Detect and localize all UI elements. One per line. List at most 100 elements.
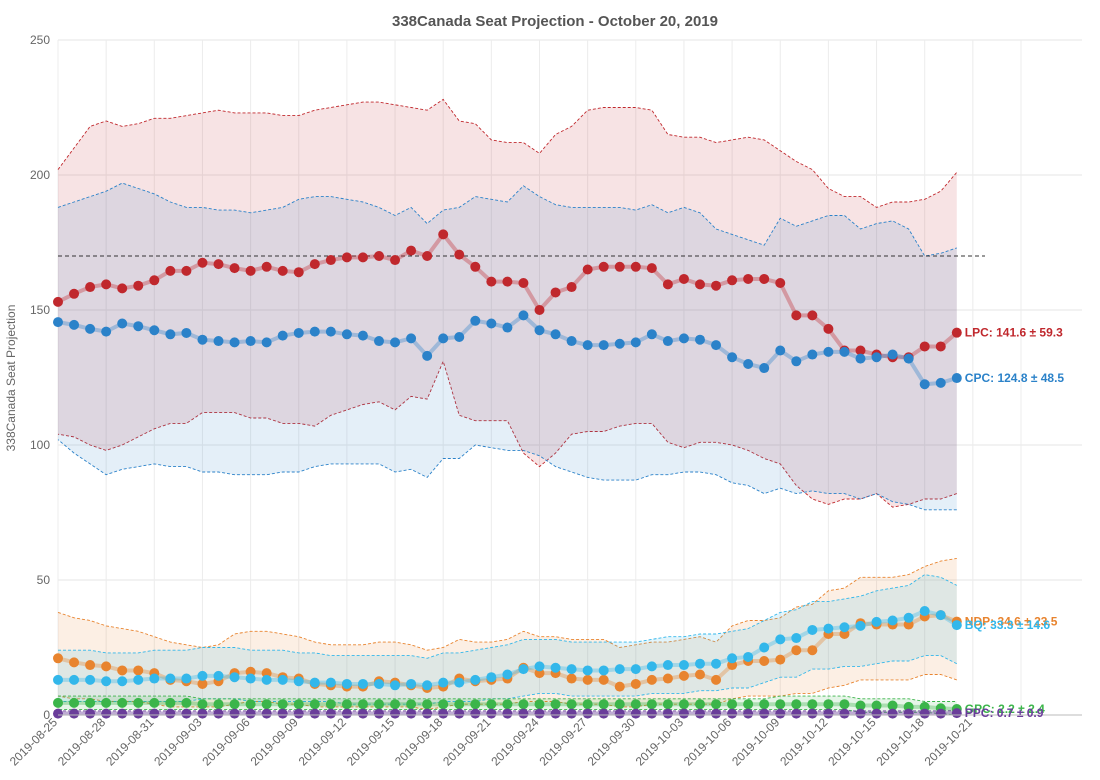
point-ppc (887, 708, 898, 719)
point-ppc (181, 708, 192, 719)
point-gpc (53, 697, 63, 708)
point-cpc (630, 337, 641, 348)
point-ppc (630, 708, 641, 719)
point-gpc (390, 699, 401, 710)
point-ppc (823, 708, 834, 719)
point-lpc (357, 252, 368, 263)
series-end-labels: LPC: 141.6 ± 59.3 CPC: 124.8 ± 48.5 NDP: 3… (965, 326, 1065, 720)
point-lpc (149, 275, 160, 286)
point-lpc (325, 255, 336, 266)
point-cpc (245, 336, 256, 347)
point-cpc (261, 337, 272, 348)
point-lpc (277, 265, 288, 276)
point-lpc (759, 273, 770, 284)
point-gpc (807, 699, 818, 710)
point-cpc (53, 317, 63, 328)
point-gpc (261, 699, 272, 710)
point-gpc (133, 697, 144, 708)
point-ppc (165, 708, 176, 719)
point-ppc (518, 708, 529, 719)
point-cpc (855, 353, 866, 364)
point-gpc (534, 699, 545, 710)
point-ppc (614, 708, 625, 719)
point-bq (662, 660, 673, 671)
point-lpc (855, 345, 866, 356)
point-gpc (711, 699, 722, 710)
point-bq (759, 642, 770, 653)
point-ndp (117, 665, 128, 676)
point-bq (422, 680, 433, 691)
point-ppc (149, 708, 160, 719)
point-cpc (807, 349, 818, 360)
point-ppc (53, 708, 63, 719)
point-lpc (53, 296, 63, 307)
point-gpc (598, 699, 609, 710)
point-cpc (69, 319, 80, 330)
point-lpc (390, 255, 401, 266)
point-ppc (534, 708, 545, 719)
x-tick-label: 2019-10-09 (729, 715, 783, 769)
point-cpc (149, 325, 160, 336)
point-ndp (759, 656, 770, 666)
x-tick-label: 2019-10-18 (874, 715, 928, 769)
y-tick-label: 50 (37, 573, 51, 587)
point-lpc (486, 276, 497, 287)
point-bq (727, 653, 738, 664)
point-ppc (69, 708, 80, 719)
point-ndp (133, 665, 144, 676)
point-gpc (743, 699, 754, 710)
point-cpc (550, 329, 561, 340)
point-bq (117, 676, 128, 687)
point-lpc (438, 229, 449, 240)
point-lpc (470, 261, 481, 272)
point-bq (197, 670, 208, 681)
point-gpc (149, 697, 160, 708)
point-ndp (566, 673, 577, 684)
point-lpc (630, 261, 641, 272)
point-gpc (341, 699, 352, 710)
x-tick-label: 2019-09-09 (248, 715, 302, 769)
point-bq (678, 660, 689, 671)
point-gpc (566, 699, 577, 710)
point-lpc (422, 251, 433, 261)
point-cpc (85, 323, 96, 334)
point-gpc (165, 697, 176, 708)
point-bq (646, 661, 657, 672)
point-gpc (69, 697, 80, 708)
point-lpc (711, 280, 722, 291)
point-ppc (374, 708, 384, 719)
point-gpc (775, 699, 786, 710)
band-upper-lpc (57, 98, 958, 208)
x-tick-label: 2019-08-28 (55, 715, 109, 769)
band-upper-cpc (57, 182, 957, 257)
point-gpc (518, 699, 529, 710)
band-lpc (58, 99, 957, 508)
point-cpc (454, 332, 465, 342)
point-gpc (823, 699, 834, 710)
point-cpc (213, 336, 224, 347)
end-label-ppc: PPC: 0.7 ± 0.9 (965, 706, 1044, 720)
x-tick-label: 2019-09-30 (585, 715, 639, 769)
point-bq (85, 674, 96, 685)
point-ndp (101, 661, 112, 672)
point-gpc (406, 699, 417, 710)
point-ndp (69, 657, 80, 668)
point-gpc (229, 699, 240, 710)
point-lpc (213, 259, 224, 270)
point-gpc (871, 700, 882, 711)
chart-title: 338Canada Seat Projection - October 20, … (392, 13, 718, 30)
point-ppc (229, 708, 240, 719)
x-tick-label: 2019-10-03 (633, 715, 687, 769)
point-cpc (646, 329, 657, 340)
point-ppc (646, 708, 657, 719)
point-cpc (181, 327, 192, 338)
point-ppc (791, 708, 802, 719)
point-lpc (582, 264, 593, 275)
point-gpc (486, 699, 497, 710)
point-cpc (951, 373, 962, 384)
point-lpc (550, 287, 561, 298)
point-lpc (919, 341, 930, 352)
point-ppc (582, 708, 593, 719)
x-tick-label: 2019-09-27 (536, 715, 590, 769)
